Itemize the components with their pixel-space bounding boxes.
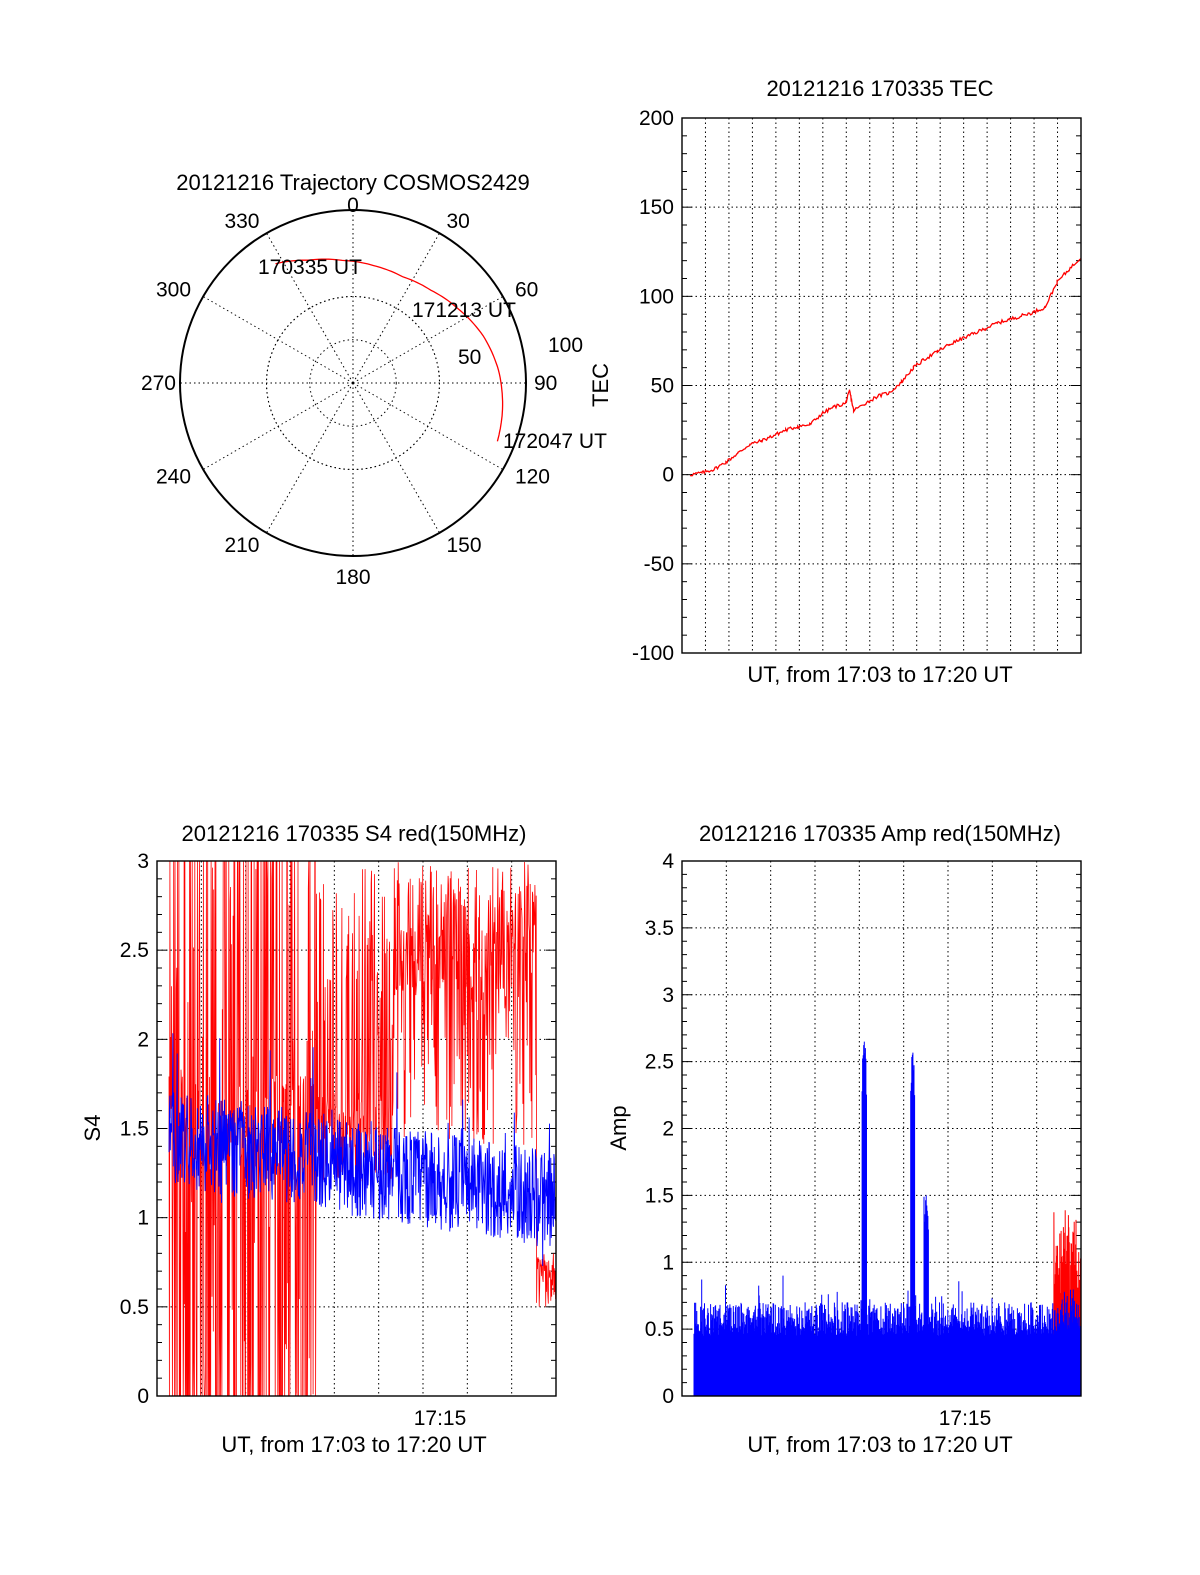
trajectory-annotation: 172047 UT — [503, 430, 607, 453]
azimuth-label: 180 — [335, 566, 370, 589]
amp-blue-base — [694, 1339, 1081, 1396]
y-tick-label: 100 — [639, 285, 674, 308]
y-tick-label: 1.5 — [645, 1184, 674, 1207]
polar-spoke — [266, 382, 354, 534]
y-tick-label: 200 — [639, 107, 674, 130]
y-tick-label: -50 — [644, 553, 674, 576]
y-tick-label: 2 — [137, 1028, 149, 1051]
tec-xlabel: UT, from 17:03 to 17:20 UT — [747, 662, 1012, 687]
azimuth-label: 300 — [156, 279, 191, 302]
s4-plot-frame — [156, 860, 557, 1397]
polar-spoke — [352, 232, 440, 384]
polar-spoke — [266, 232, 354, 384]
trajectory-annotation: 171213 UT — [412, 299, 516, 322]
y-tick-label: 2 — [662, 1118, 674, 1141]
polar-spoke — [352, 382, 440, 534]
amp-xtick-label: 17:15 — [939, 1407, 992, 1430]
y-tick-label: 0.5 — [120, 1296, 149, 1319]
azimuth-label: 60 — [515, 279, 538, 302]
polar-spoke — [352, 296, 504, 384]
trajectory-line — [275, 258, 504, 442]
y-tick-label: 3 — [662, 984, 674, 1007]
y-tick-label: -100 — [632, 642, 674, 665]
y-tick-label: 0.5 — [645, 1318, 674, 1341]
tec-series-line — [689, 258, 1082, 477]
s4-red-series — [168, 860, 556, 1397]
azimuth-label: 150 — [447, 534, 482, 557]
azimuth-label: 210 — [224, 534, 259, 557]
azimuth-label: 120 — [515, 466, 550, 489]
trajectory-polar-plot: 20121216 Trajectory COSMOS2429 0 30 60 90 12… — [141, 170, 607, 589]
s4-plot: 20121216 170335 S4 red(150MHz) 3 2.5 2 1.5 1… — [80, 821, 557, 1457]
tec-plot: 20121216 170335 TEC 200150100500-50-100 … — [588, 76, 1082, 687]
s4-title: 20121216 170335 S4 red(150MHz) — [182, 821, 527, 846]
radius-label: 100 — [548, 334, 583, 357]
tec-plot-frame — [681, 117, 1082, 654]
tec-title: 20121216 170335 TEC — [766, 76, 993, 101]
y-tick-label: 1 — [662, 1251, 674, 1274]
s4-xlabel: UT, from 17:03 to 17:20 UT — [221, 1432, 486, 1457]
tec-ylabel: TEC — [588, 363, 613, 407]
amp-plot: 20121216 170335 Amp red(150MHz) 4 3.5 3 2.5… — [606, 821, 1082, 1457]
y-tick-label: 4 — [662, 850, 674, 873]
polar-spoke — [202, 296, 354, 384]
polar-outer-circle — [179, 209, 527, 557]
amp-plot-frame — [681, 860, 1082, 1397]
s4-ylabel: S4 — [80, 1115, 105, 1142]
y-tick-label: 2.5 — [645, 1051, 674, 1074]
trajectory-title: 20121216 Trajectory COSMOS2429 — [176, 170, 529, 195]
y-tick-label: 0 — [662, 1385, 674, 1408]
y-tick-label: 150 — [639, 196, 674, 219]
y-tick-label: 0 — [662, 464, 674, 487]
y-tick-label: 1.5 — [120, 1118, 149, 1141]
azimuth-label: 330 — [224, 210, 259, 233]
y-tick-label: 1 — [137, 1207, 149, 1230]
amp-ylabel: Amp — [606, 1105, 631, 1150]
y-tick-label: 0 — [137, 1385, 149, 1408]
y-tick-label: 3.5 — [645, 917, 674, 940]
y-tick-label: 2.5 — [120, 939, 149, 962]
y-tick-label: 3 — [137, 850, 149, 873]
trajectory-annotation: 170335 UT — [258, 256, 362, 279]
azimuth-label: 270 — [141, 372, 176, 395]
amp-xlabel: UT, from 17:03 to 17:20 UT — [747, 1432, 1012, 1457]
polar-grid-ring — [309, 339, 397, 427]
azimuth-label: 240 — [156, 466, 191, 489]
radius-label: 50 — [458, 346, 481, 369]
azimuth-label: 90 — [534, 372, 557, 395]
azimuth-label: 0 — [347, 194, 359, 217]
polar-spoke — [352, 382, 504, 470]
amp-title: 20121216 170335 Amp red(150MHz) — [699, 821, 1061, 846]
s4-xtick-label: 17:15 — [414, 1407, 467, 1430]
azimuth-label: 30 — [447, 210, 470, 233]
y-tick-label: 50 — [651, 375, 674, 398]
s4-blue-series — [168, 1033, 557, 1267]
polar-spoke — [202, 382, 354, 470]
